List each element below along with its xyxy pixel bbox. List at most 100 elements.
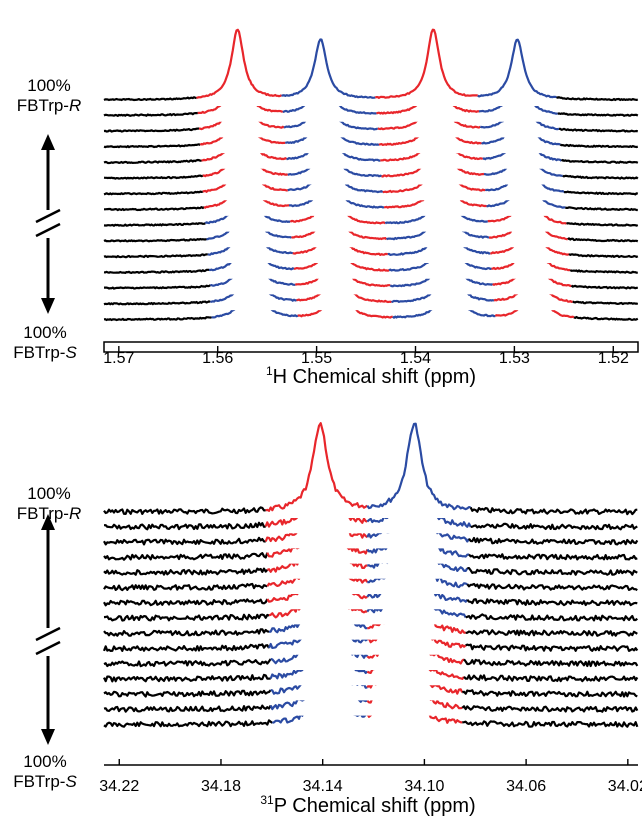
spectrum-trace [566,222,639,227]
spectrum-trace [470,522,638,531]
spectrum-trace [103,222,206,227]
spectrum-trace [463,658,639,668]
spectrum-trace [104,521,266,531]
spectrum-trace [103,598,269,607]
spectrum-trace [558,127,639,133]
spectrum-trace [461,705,639,713]
x-tick-label: 1.56 [202,350,233,367]
spectrum-trace [466,598,638,607]
spectrum-trace [104,206,205,212]
x-tick-label: 1.52 [598,350,629,367]
spectrum-trace [103,174,204,180]
spectrum-trace [366,422,471,511]
x-axis-title-sup-31p: 31 [260,793,274,807]
x-tick-label: 1.57 [103,350,134,367]
spectrum-trace [103,158,202,165]
spectrum-trace [103,300,211,306]
spectrum-trace [466,582,638,592]
spectrum-trace [103,673,271,683]
spectrum-trace [103,316,212,322]
panel-1h: 1.57 1.56 1.55 1.54 1.53 1.52 1H Chemical shi… [35,28,639,388]
spectra-1h [103,28,639,326]
spectrum-trace [103,552,269,561]
direction-arrow-31p [35,514,61,745]
spectrum-trace [374,28,478,99]
panel-31p: 34.22 34.18 34.14 34.10 34.06 34.02 31P Chemi… [35,422,642,817]
top-label-1h-name: FBTrp-R [16,96,82,115]
spectrum-trace [559,143,639,149]
spectrum-trace [104,284,211,290]
spectrum-trace [103,719,273,728]
spectrum-trace [570,284,638,290]
x-axis-title-sup-1h: 1 [266,364,273,378]
trace-mask [104,423,638,518]
x-tick-label: 34.14 [303,778,343,795]
x-axis-title-main-31p: P Chemical shift (ppm) [274,795,476,817]
axis-frame-1h [103,341,639,353]
x-tick-label: 1.55 [301,350,332,367]
spectrum-trace [103,689,272,698]
x-tick-label: 34.02 [608,778,642,795]
bottom-label-31p: 100% FBTrp-S [6,752,84,792]
spectrum-trace [560,158,639,164]
spectrum-trace [465,643,639,652]
bottom-label-1h: 100% FBTrp-S [6,323,84,363]
spectrum-trace [103,268,210,274]
top-label-31p-percent: 100% [27,484,71,503]
spectrum-trace [468,553,638,561]
top-label-1h-percent: 100% [27,76,71,95]
spectrum-trace [265,422,368,512]
spectrum-trace [103,96,197,102]
direction-arrow-1h [35,134,61,314]
spectrum-trace [565,206,638,212]
x-tick-label: 1.54 [400,350,431,367]
top-label-1h: 100% FBTrp-R [10,76,88,116]
bottom-label-1h-name: FBTrp-S [13,343,77,362]
trace-mask [104,29,638,107]
x-tick-label: 1.53 [499,350,530,367]
x-tick-label: 34.22 [99,778,139,795]
spectrum-trace [557,112,639,117]
spectrum-trace [477,38,557,99]
bottom-label-31p-percent: 100% [23,752,67,771]
bottom-label-1h-percent: 100% [23,323,67,342]
spectrum-trace [562,174,639,180]
spectrum-trace [462,720,639,728]
x-axis-title-main-1h: H Chemical shift (ppm) [273,366,476,388]
x-tick-label: 34.06 [506,778,546,795]
spectrum-trace [465,613,638,622]
spectrum-trace [103,628,270,637]
spectrum-trace [281,38,376,99]
spectrum-trace [569,269,638,274]
spectrum-trace [103,143,201,149]
trace-mask [104,454,638,549]
spectrum-trace [572,300,639,306]
spectrum-trace [103,127,200,133]
x-tick-label: 34.10 [404,778,444,795]
spectrum-trace [102,643,270,652]
spectrum-trace [567,237,639,243]
spectrum-trace [467,567,638,576]
x-tick-label: 34.18 [201,778,241,795]
spectrum-trace [465,629,638,637]
top-label-31p-name: FBTrp-R [16,504,82,523]
spectrum-trace [103,111,198,117]
spectrum-trace [103,190,203,196]
spectrum-trace [103,253,208,259]
spectrum-trace [103,536,266,546]
spectrum-trace [103,567,269,576]
spectrum-trace [103,506,266,515]
top-label-31p: 100% FBTrp-R [10,484,88,524]
x-ticks-1h: 1.57 1.56 1.55 1.54 1.53 1.52 [103,346,629,367]
spectrum-trace [196,28,282,100]
x-axis-title-31p: 31P Chemical shift (ppm) [260,793,475,817]
spectrum-trace [468,536,639,546]
spectrum-trace [556,96,639,102]
spectrum-trace [103,704,272,713]
x-axis-title-1h: 1H Chemical shift (ppm) [266,364,476,388]
spectrum-trace [573,315,639,321]
spectrum-trace [103,582,268,592]
spectrum-trace [563,190,639,196]
spectrum-trace [568,253,639,259]
